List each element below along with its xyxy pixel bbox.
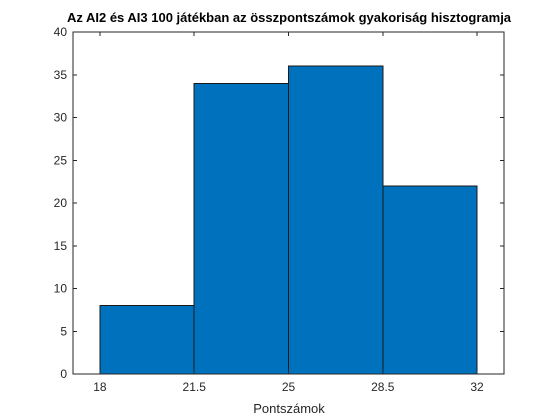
y-tick-label: 40: [54, 25, 68, 39]
y-tick-label: 25: [54, 153, 68, 167]
x-tick-label: 21.5: [183, 380, 207, 394]
x-axis-ticks: 18 21.5 25 28.5 32: [93, 32, 484, 394]
x-tick-label: 28.5: [371, 380, 395, 394]
bars-group: [99, 65, 478, 375]
x-tick-label: 32: [470, 380, 484, 394]
histogram-bar-3: [288, 65, 384, 375]
y-tick-label: 0: [60, 367, 67, 381]
histogram-bar-4: [382, 185, 478, 375]
y-tick-label: 20: [54, 196, 68, 210]
y-tick-label: 15: [54, 239, 68, 253]
y-tick-label: 35: [54, 68, 68, 82]
y-tick-label: 5: [60, 324, 67, 338]
histogram-bar-1: [99, 305, 195, 375]
x-tick-label: 25: [282, 380, 296, 394]
x-axis-label: Pontszámok: [253, 401, 325, 416]
y-tick-label: 10: [54, 282, 68, 296]
histogram-bar-2: [193, 82, 289, 375]
y-axis-ticks: 0 5 10 15 20 25 30 35 40: [54, 25, 504, 381]
x-tick-label: 18: [93, 380, 107, 394]
y-tick-label: 30: [54, 111, 68, 125]
chart-title: Az AI2 és AI3 100 játékban az összpontsz…: [67, 10, 512, 25]
